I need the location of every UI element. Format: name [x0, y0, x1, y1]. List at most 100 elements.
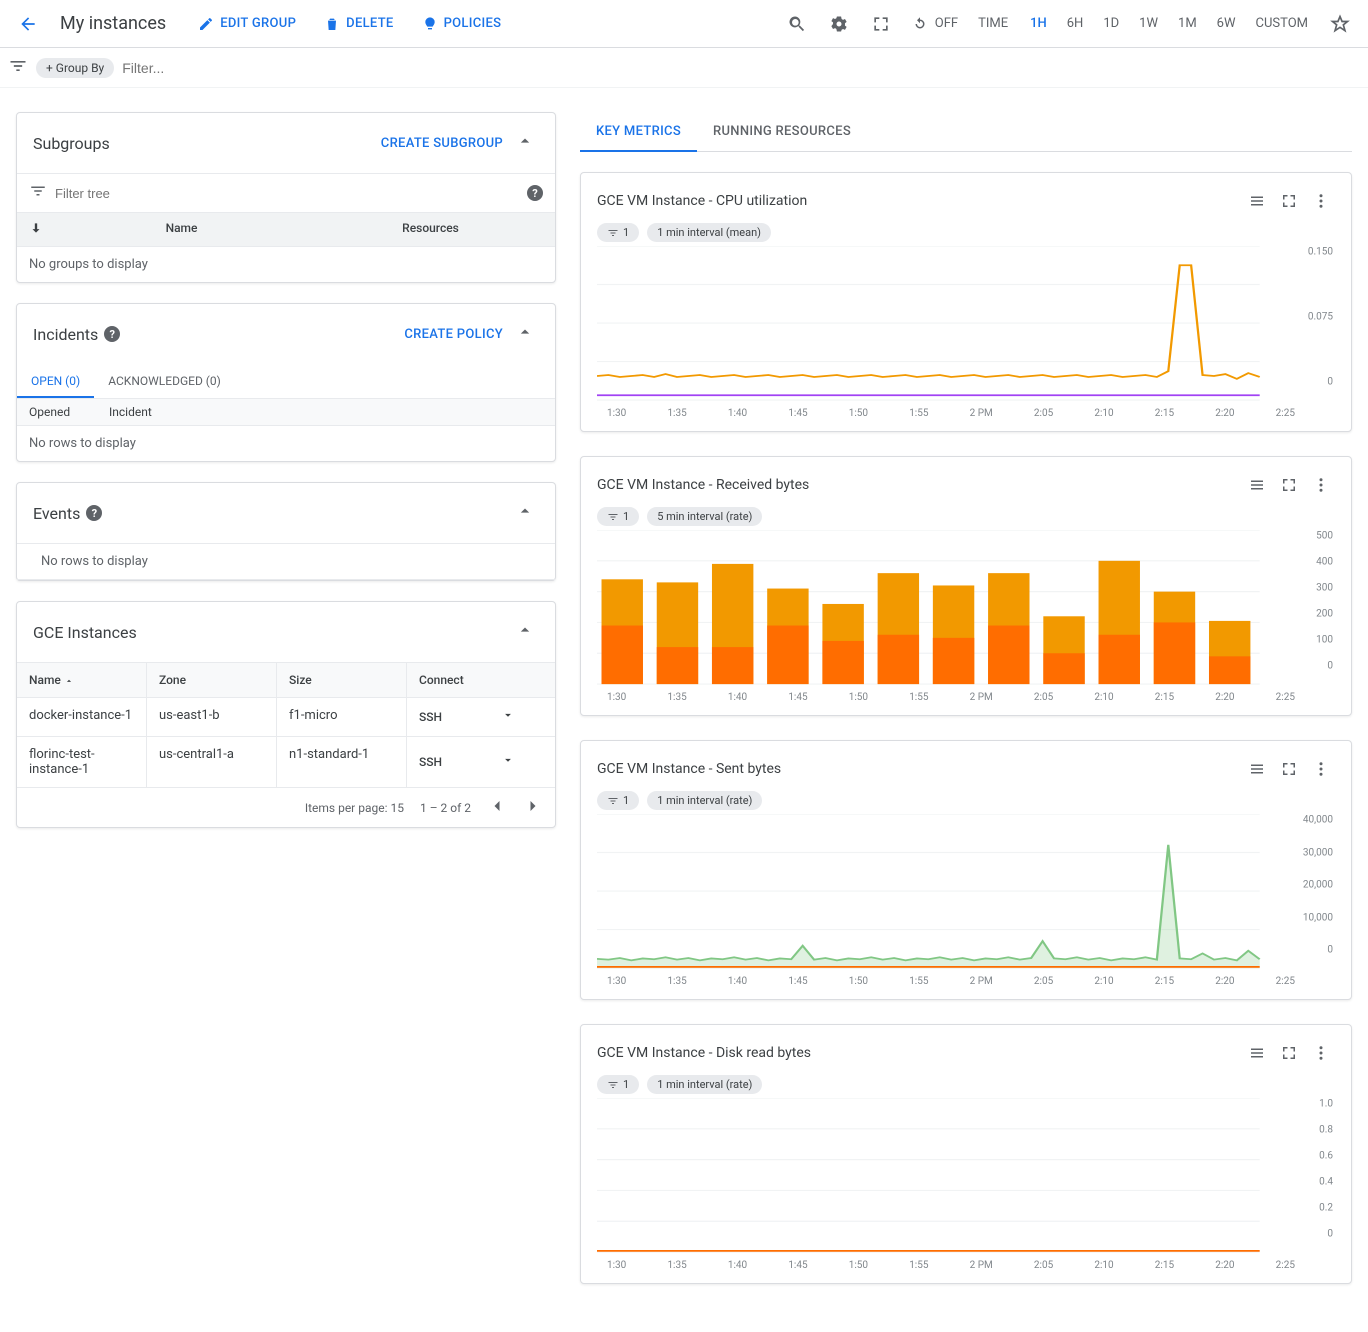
subgroup-filter-input[interactable] [55, 186, 513, 201]
col-zone[interactable]: Zone [147, 663, 277, 697]
page-title: My instances [60, 13, 166, 34]
top-toolbar: My instances Edit Group Delete Policies … [0, 0, 1368, 48]
gear-icon[interactable] [819, 4, 859, 44]
instance-size: f1-micro [277, 698, 407, 736]
instance-name[interactable]: docker-instance-1 [17, 698, 147, 736]
tab-key-metrics[interactable]: Key Metrics [580, 112, 697, 151]
instance-name[interactable]: florinc-test-instance-1 [17, 737, 147, 787]
tab-running-resources[interactable]: Running Resources [697, 112, 867, 151]
tab-open[interactable]: Open (0) [17, 364, 94, 398]
delete-button[interactable]: Delete [312, 6, 405, 42]
time-range-6h[interactable]: 6H [1057, 16, 1094, 31]
fullscreen-icon[interactable] [1275, 471, 1303, 499]
table-row: florinc-test-instance-1 us-central1-a n1… [17, 737, 555, 788]
x-axis: 1:301:351:401:451:501:552 PM2:052:102:15… [597, 974, 1335, 987]
chart-plot[interactable]: 5004003002001000 [597, 530, 1335, 690]
subgroups-title: Subgroups [33, 134, 110, 153]
policies-button[interactable]: Policies [410, 6, 514, 42]
col-opened: Opened [17, 399, 97, 425]
help-icon[interactable]: ? [104, 326, 120, 342]
legend-icon[interactable] [1243, 755, 1271, 783]
events-title: Events [33, 504, 80, 523]
fullscreen-icon[interactable] [861, 4, 901, 44]
events-card: Events ? No rows to display [16, 482, 556, 581]
time-range-1d[interactable]: 1D [1093, 16, 1129, 31]
page-range: 1 – 2 of 2 [420, 801, 471, 815]
auto-refresh-toggle[interactable]: OFF [903, 15, 966, 33]
items-per-page[interactable]: Items per page: 15 [305, 801, 404, 815]
search-icon[interactable] [777, 4, 817, 44]
instance-size: n1-standard-1 [277, 737, 407, 787]
chart-card: GCE VM Instance - CPU utilization 1 1 mi… [580, 172, 1352, 432]
help-icon[interactable]: ? [527, 185, 543, 201]
fullscreen-icon[interactable] [1275, 1039, 1303, 1067]
back-arrow-icon[interactable] [8, 4, 48, 44]
next-page-icon[interactable] [523, 796, 543, 819]
time-range-custom[interactable]: CUSTOM [1246, 16, 1318, 31]
time-range-1h[interactable]: 1H [1020, 16, 1057, 31]
chart-plot[interactable]: 40,00030,00020,00010,0000 [597, 814, 1335, 974]
help-icon[interactable]: ? [86, 505, 102, 521]
pagination: Items per page: 15 1 – 2 of 2 [17, 788, 555, 827]
events-empty: No rows to display [17, 543, 555, 580]
tab-acknowledged[interactable]: Acknowledged (0) [94, 364, 235, 398]
subgroups-card: Subgroups Create Subgroup ? Name Resourc… [16, 112, 556, 283]
chart-title: GCE VM Instance - Disk read bytes [597, 1045, 1243, 1061]
more-icon[interactable] [1307, 1039, 1335, 1067]
chart-title: GCE VM Instance - CPU utilization [597, 193, 1243, 209]
interval-chip[interactable]: 1 min interval (mean) [647, 223, 771, 242]
collapse-icon[interactable] [511, 497, 539, 529]
col-name: Name [57, 213, 306, 246]
filter-chip[interactable]: 1 [597, 791, 639, 810]
prev-page-icon[interactable] [487, 796, 507, 819]
group-by-chip[interactable]: + Group By [36, 58, 114, 78]
legend-icon[interactable] [1243, 187, 1271, 215]
collapse-icon[interactable] [511, 127, 539, 159]
collapse-icon[interactable] [511, 616, 539, 648]
chart-card: GCE VM Instance - Received bytes 1 5 min… [580, 456, 1352, 716]
edit-group-label: Edit Group [220, 16, 296, 31]
star-icon[interactable] [1320, 4, 1360, 44]
sort-arrow-icon[interactable] [17, 213, 57, 246]
chart-title: GCE VM Instance - Received bytes [597, 477, 1243, 493]
filter-list-icon[interactable] [8, 56, 28, 80]
legend-icon[interactable] [1243, 1039, 1271, 1067]
fullscreen-icon[interactable] [1275, 755, 1303, 783]
delete-label: Delete [346, 16, 393, 31]
ssh-dropdown-icon[interactable] [501, 708, 515, 726]
interval-chip[interactable]: 5 min interval (rate) [647, 507, 762, 526]
table-row: docker-instance-1 us-east1-b f1-micro SS… [17, 698, 555, 737]
create-subgroup-button[interactable]: Create Subgroup [373, 136, 511, 151]
gce-title: GCE Instances [33, 623, 137, 642]
time-range-6w[interactable]: 6W [1207, 16, 1246, 31]
ssh-dropdown-icon[interactable] [501, 753, 515, 771]
time-range-1m[interactable]: 1M [1168, 16, 1207, 31]
col-size[interactable]: Size [277, 663, 407, 697]
ssh-button[interactable]: SSH [419, 755, 442, 769]
time-label: TIME [968, 16, 1018, 31]
legend-icon[interactable] [1243, 471, 1271, 499]
time-range-1w[interactable]: 1W [1129, 16, 1168, 31]
interval-chip[interactable]: 1 min interval (rate) [647, 1075, 762, 1094]
filter-chip[interactable]: 1 [597, 1075, 639, 1094]
fullscreen-icon[interactable] [1275, 187, 1303, 215]
interval-chip[interactable]: 1 min interval (rate) [647, 791, 762, 810]
filter-list-icon [29, 182, 47, 204]
chart-plot[interactable]: 0.1500.0750 [597, 246, 1335, 406]
filter-chip[interactable]: 1 [597, 223, 639, 242]
collapse-icon[interactable] [511, 318, 539, 350]
instance-zone: us-east1-b [147, 698, 277, 736]
col-name[interactable]: Name [17, 663, 147, 697]
global-filter-input[interactable] [122, 60, 1360, 76]
create-policy-button[interactable]: Create Policy [396, 327, 511, 342]
edit-group-button[interactable]: Edit Group [186, 6, 308, 42]
more-icon[interactable] [1307, 471, 1335, 499]
x-axis: 1:301:351:401:451:501:552 PM2:052:102:15… [597, 1258, 1335, 1271]
filter-chip[interactable]: 1 [597, 507, 639, 526]
chart-plot[interactable]: 1.00.80.60.40.20 [597, 1098, 1335, 1258]
more-icon[interactable] [1307, 187, 1335, 215]
filter-bar: + Group By [0, 48, 1368, 88]
ssh-button[interactable]: SSH [419, 710, 442, 724]
chart-title: GCE VM Instance - Sent bytes [597, 761, 1243, 777]
more-icon[interactable] [1307, 755, 1335, 783]
